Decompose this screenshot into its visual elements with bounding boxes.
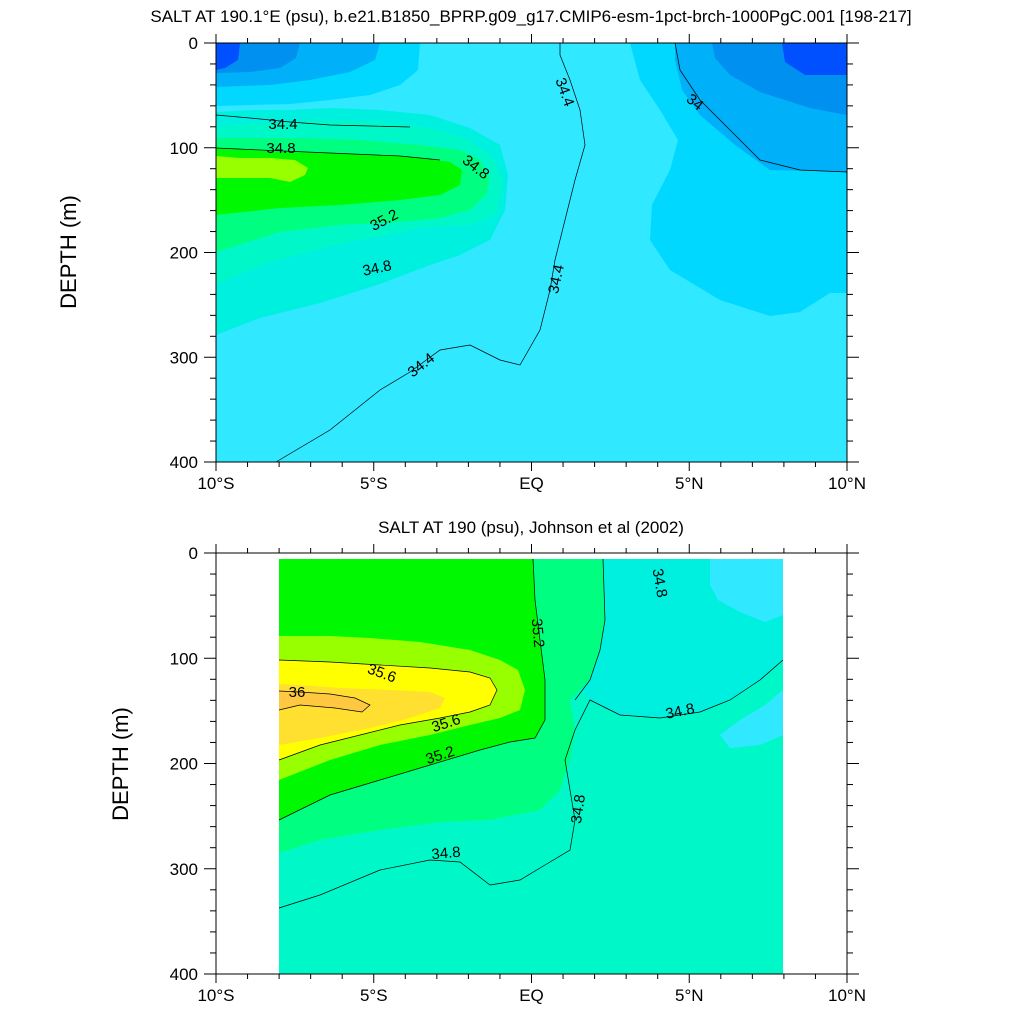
bottom-panel: SALT AT 190 (psu), Johnson et al (2002) …: [108, 518, 866, 1005]
y-tick-label: 300: [170, 860, 198, 879]
top-fill-33-2-east: [782, 43, 847, 75]
bottom-contour-35-6: [278, 659, 498, 761]
y-tick-label: 100: [170, 139, 198, 158]
top-y-axis-title: DEPTH (m): [56, 195, 81, 309]
top-contour-lines: [215, 42, 848, 463]
top-title: SALT AT 190.1°E (psu), b.e21.B1850_BPRP.…: [150, 7, 911, 26]
top-clabel-9: 34: [683, 91, 707, 115]
bottom-contour-lines: [278, 558, 784, 909]
bottom-clabel-2: 35.2: [528, 618, 547, 649]
x-tick-label: EQ: [519, 986, 544, 1005]
x-tick-label: 10°S: [197, 986, 234, 1005]
bottom-clabel-1: 34.8: [649, 567, 671, 599]
bottom-clabel-7: 34.8: [664, 700, 696, 723]
bottom-title: SALT AT 190 (psu), Johnson et al (2002): [378, 518, 684, 537]
top-clabel-8: 34.4: [545, 263, 568, 295]
top-y-axis: 0 100 200 300 400: [170, 34, 859, 472]
bottom-y-axis: 0 100 200 300 400: [170, 544, 859, 984]
x-tick-label: 5°S: [360, 986, 388, 1005]
y-tick-label: 200: [170, 755, 198, 774]
top-contour-34-4: [275, 43, 586, 463]
y-tick-label: 0: [189, 544, 198, 563]
top-clabel-5: 34.8: [361, 257, 393, 280]
bottom-contour-35-2: [278, 558, 546, 821]
x-tick-label: 10°N: [828, 474, 866, 493]
bottom-fill-34-4-ne: [710, 559, 783, 622]
bottom-contour-34-8-south: [278, 659, 784, 909]
x-tick-label: 10°S: [197, 474, 234, 493]
top-clabel-2: 34.8: [266, 140, 295, 157]
bottom-clabel-9: 34.8: [431, 844, 462, 863]
x-tick-label: 5°N: [675, 986, 704, 1005]
bottom-fill-36-0: [279, 691, 370, 712]
y-tick-label: 300: [170, 348, 198, 367]
y-tick-label: 100: [170, 649, 198, 668]
bottom-clabel-4: 36: [289, 684, 306, 701]
y-tick-label: 400: [170, 965, 198, 984]
top-contour-34-4-west: [215, 114, 411, 128]
bottom-x-axis: 10°S 5°S EQ 5°N 10°N: [197, 544, 866, 1005]
bottom-clabel-8: 34.8: [568, 793, 589, 824]
y-tick-label: 0: [189, 34, 198, 53]
bottom-contour-labels: 34.8 35.2 35.6 36 35.6 35.2 34.8 34.8 34…: [289, 567, 696, 863]
x-tick-label: 5°N: [675, 474, 704, 493]
x-tick-label: 10°N: [828, 986, 866, 1005]
top-plot-fill: [216, 43, 847, 462]
bottom-plot-fill: [279, 559, 783, 974]
x-tick-label: EQ: [519, 474, 544, 493]
bottom-y-axis-title: DEPTH (m): [108, 707, 133, 821]
top-fill-33-2-west: [216, 43, 240, 70]
top-clabel-1: 34.4: [268, 116, 297, 133]
top-fill-35-4-west: [216, 156, 308, 182]
top-contour-34-8-west: [215, 147, 441, 161]
bottom-contour-34-8-north: [574, 558, 606, 701]
bottom-fill-34-4-e: [720, 690, 783, 748]
y-tick-label: 400: [170, 453, 198, 472]
x-tick-label: 5°S: [360, 474, 388, 493]
top-contour-34: [674, 42, 848, 173]
bottom-contour-36: [278, 690, 371, 713]
top-x-axis: 10°S 5°S EQ 5°N 10°N: [197, 34, 866, 493]
top-panel: SALT AT 190.1°E (psu), b.e21.B1850_BPRP.…: [56, 7, 912, 493]
y-tick-label: 200: [170, 244, 198, 263]
